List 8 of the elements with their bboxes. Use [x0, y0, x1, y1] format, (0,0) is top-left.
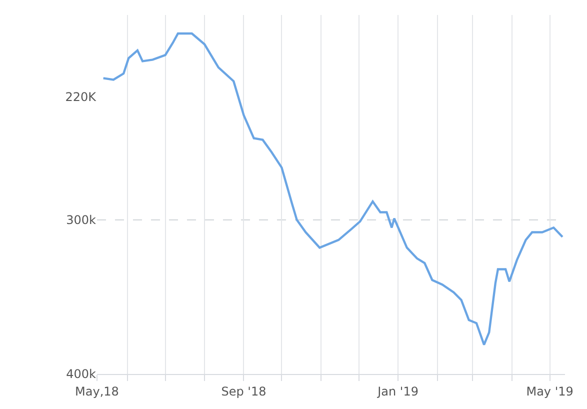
line-series	[102, 32, 564, 346]
y-tick-label: 300k	[66, 213, 96, 228]
x-tick-label: Sep '18	[221, 384, 266, 398]
y-tick-label: 220K	[65, 90, 98, 104]
x-tick-label: Jan '19	[376, 384, 418, 398]
x-tick-label: May,18	[75, 384, 119, 398]
y-tick-label: 400k	[66, 367, 96, 382]
x-tick-label: May '19	[526, 384, 574, 398]
